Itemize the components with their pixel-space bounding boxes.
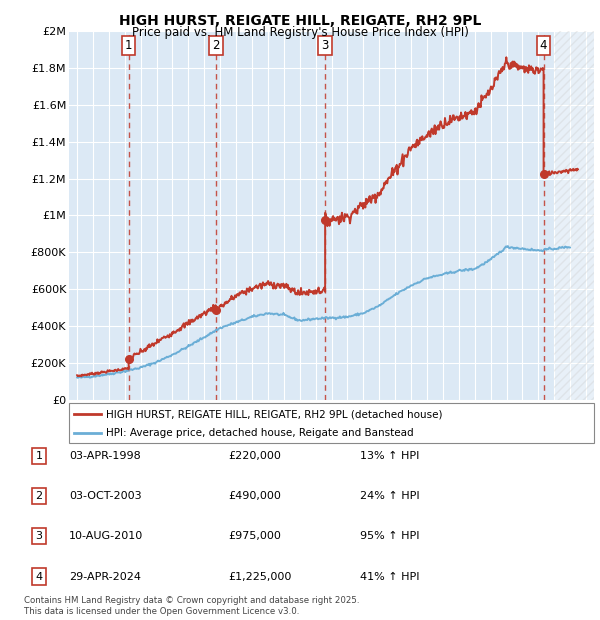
- Text: 24% ↑ HPI: 24% ↑ HPI: [360, 491, 419, 501]
- Text: 03-APR-1998: 03-APR-1998: [69, 451, 141, 461]
- Text: HPI: Average price, detached house, Reigate and Banstead: HPI: Average price, detached house, Reig…: [106, 428, 413, 438]
- Text: 10-AUG-2010: 10-AUG-2010: [69, 531, 143, 541]
- Text: 2: 2: [35, 491, 43, 501]
- Text: Contains HM Land Registry data © Crown copyright and database right 2025.: Contains HM Land Registry data © Crown c…: [24, 596, 359, 605]
- Text: 2: 2: [212, 39, 220, 52]
- Text: Price paid vs. HM Land Registry's House Price Index (HPI): Price paid vs. HM Land Registry's House …: [131, 26, 469, 39]
- Text: 4: 4: [35, 572, 43, 582]
- Text: £975,000: £975,000: [228, 531, 281, 541]
- Text: 3: 3: [322, 39, 329, 52]
- Bar: [554, 31, 594, 400]
- Text: This data is licensed under the Open Government Licence v3.0.: This data is licensed under the Open Gov…: [24, 606, 299, 616]
- Text: 95% ↑ HPI: 95% ↑ HPI: [360, 531, 419, 541]
- Text: 29-APR-2024: 29-APR-2024: [69, 572, 141, 582]
- Text: 03-OCT-2003: 03-OCT-2003: [69, 491, 142, 501]
- Text: 1: 1: [35, 451, 43, 461]
- Text: 4: 4: [540, 39, 547, 52]
- Text: 41% ↑ HPI: 41% ↑ HPI: [360, 572, 419, 582]
- Text: £1,225,000: £1,225,000: [228, 572, 292, 582]
- Text: 1: 1: [125, 39, 133, 52]
- Text: HIGH HURST, REIGATE HILL, REIGATE, RH2 9PL: HIGH HURST, REIGATE HILL, REIGATE, RH2 9…: [119, 14, 481, 28]
- Text: £490,000: £490,000: [228, 491, 281, 501]
- Text: HIGH HURST, REIGATE HILL, REIGATE, RH2 9PL (detached house): HIGH HURST, REIGATE HILL, REIGATE, RH2 9…: [106, 409, 442, 419]
- Text: 13% ↑ HPI: 13% ↑ HPI: [360, 451, 419, 461]
- Text: 3: 3: [35, 531, 43, 541]
- Text: £220,000: £220,000: [228, 451, 281, 461]
